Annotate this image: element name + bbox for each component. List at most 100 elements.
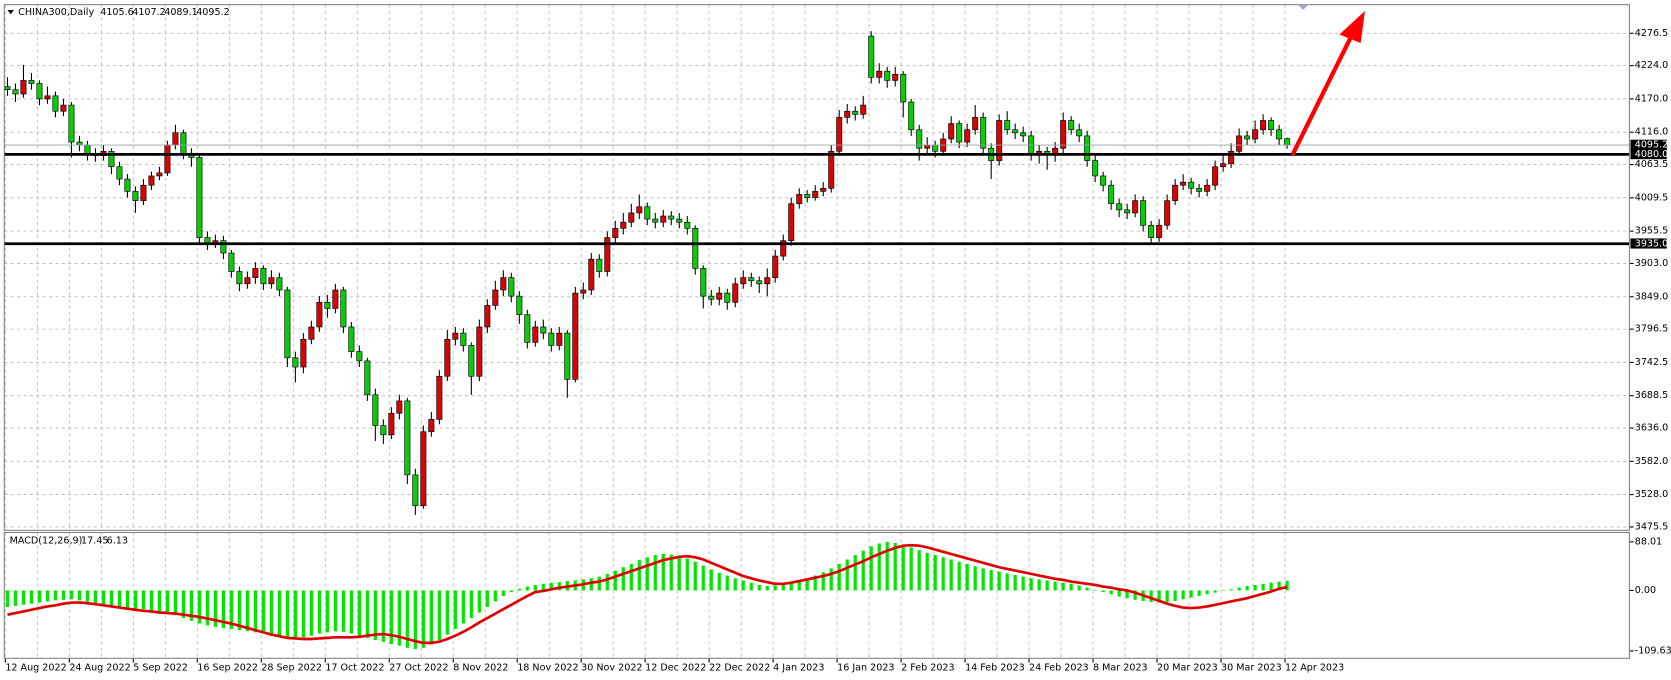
y-tick-label: 88.01 (1635, 536, 1662, 547)
macd-bar (925, 552, 929, 591)
macd-bar (365, 590, 369, 638)
macd-bar (237, 590, 241, 631)
macd-bar (541, 583, 545, 591)
macd-bar (1205, 590, 1209, 595)
candle-body (268, 277, 275, 285)
candle-body (660, 215, 667, 223)
candle-body (316, 301, 323, 328)
macd-bar (709, 569, 713, 591)
macd-bar (373, 590, 377, 641)
macd-bar (557, 582, 561, 591)
candle-body (388, 412, 395, 436)
candle-body (492, 289, 499, 306)
y-tick-label: 3955.5 (1635, 226, 1669, 237)
candle-body (356, 351, 363, 362)
macd-bar (453, 590, 457, 630)
candle-body (420, 431, 427, 507)
macd-bar (733, 578, 737, 591)
candle-body (612, 228, 619, 238)
candle-body (1204, 184, 1211, 192)
candle-body (180, 132, 187, 155)
menu-triangle[interactable] (7, 9, 14, 15)
ohlc-close: 4095.2 (196, 7, 230, 18)
macd-bar (1005, 573, 1009, 591)
candle-body (228, 252, 235, 272)
candle-body (1172, 184, 1179, 201)
candle-body (1228, 150, 1235, 164)
candle-body (468, 345, 475, 377)
macd-bar (741, 580, 745, 591)
macd-bar (989, 570, 993, 591)
macd-bar (917, 550, 921, 591)
candle-body (932, 144, 939, 152)
candle-body (540, 326, 547, 334)
candle-body (820, 187, 827, 192)
candle-body (484, 305, 491, 328)
macd-bar (293, 590, 297, 638)
candle-body (700, 268, 707, 297)
candle-body (996, 120, 1003, 161)
macd-bar (469, 590, 473, 619)
macd-bar (381, 590, 385, 642)
y-tick-label: 3582.0 (1635, 456, 1669, 467)
macd-bar (1221, 590, 1225, 591)
macd-bar (309, 590, 313, 636)
candle-body (84, 144, 91, 155)
candle-body (148, 175, 155, 186)
candle-body (196, 157, 203, 238)
macd-bar (413, 590, 417, 649)
candle-body (652, 218, 659, 223)
macd-bar (669, 554, 673, 591)
candle-body (628, 212, 635, 223)
candle-body (1244, 135, 1251, 140)
shift-marker (1297, 4, 1309, 10)
candle-body (244, 277, 251, 285)
candle-body (1164, 200, 1171, 226)
macd-bar (533, 584, 537, 591)
candle-body (1188, 181, 1195, 189)
macd-bar (981, 568, 985, 591)
candle-body (828, 150, 835, 189)
y-tick-label: 4170.0 (1635, 93, 1669, 104)
candle-body (1092, 160, 1099, 177)
candle-body (4, 86, 11, 90)
x-tick-label: 4 Jan 2023 (773, 662, 824, 673)
candle-body (1100, 175, 1107, 186)
candle-body (756, 280, 763, 285)
candle-body (772, 255, 779, 278)
y-tick-label: 4116.0 (1635, 127, 1669, 138)
macd-bar (197, 590, 202, 624)
candle-body (340, 289, 347, 328)
candle-body (908, 101, 915, 131)
candle-body (396, 400, 403, 414)
macd-bar (837, 563, 841, 591)
y-tick-label: 3849.0 (1635, 291, 1669, 302)
candle-body (500, 277, 507, 291)
macd-bar (661, 554, 665, 591)
candle-body (596, 258, 603, 272)
macd-bar (701, 565, 705, 591)
x-tick-label: 12 Apr 2023 (1285, 662, 1344, 673)
macd-bar (13, 590, 18, 606)
x-tick-label: 8 Nov 2022 (453, 662, 508, 673)
macd-bar (853, 555, 857, 591)
candle-body (236, 271, 243, 285)
candle-body (324, 301, 331, 309)
candle-body (140, 184, 147, 201)
candle-body (124, 178, 131, 192)
x-tick-label: 30 Mar 2023 (1221, 662, 1282, 673)
macd-bar (405, 590, 409, 648)
candle-body (1148, 224, 1155, 238)
macd-bar (1277, 581, 1281, 591)
candle-body (556, 332, 563, 346)
macd-bar (1117, 590, 1121, 597)
candle-body (892, 73, 899, 81)
candle-body (252, 268, 259, 278)
macd-bar (1021, 576, 1025, 591)
candle-body (724, 292, 731, 303)
macd-bar (869, 546, 873, 591)
candle-body (1180, 181, 1187, 186)
x-tick-label: 28 Sep 2022 (261, 662, 322, 673)
macd-bar (341, 590, 345, 632)
macd-bar (1261, 583, 1265, 591)
